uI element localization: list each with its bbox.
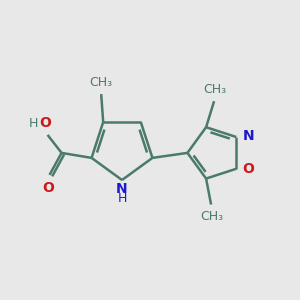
Text: O: O [43, 181, 55, 195]
Text: CH₃: CH₃ [203, 83, 227, 96]
Text: H: H [117, 192, 127, 205]
Text: CH₃: CH₃ [200, 210, 224, 223]
Text: N: N [116, 182, 128, 196]
Text: O: O [40, 116, 52, 130]
Text: O: O [242, 162, 254, 176]
Text: CH₃: CH₃ [90, 76, 113, 89]
Text: H: H [29, 117, 38, 130]
Text: N: N [242, 129, 254, 143]
